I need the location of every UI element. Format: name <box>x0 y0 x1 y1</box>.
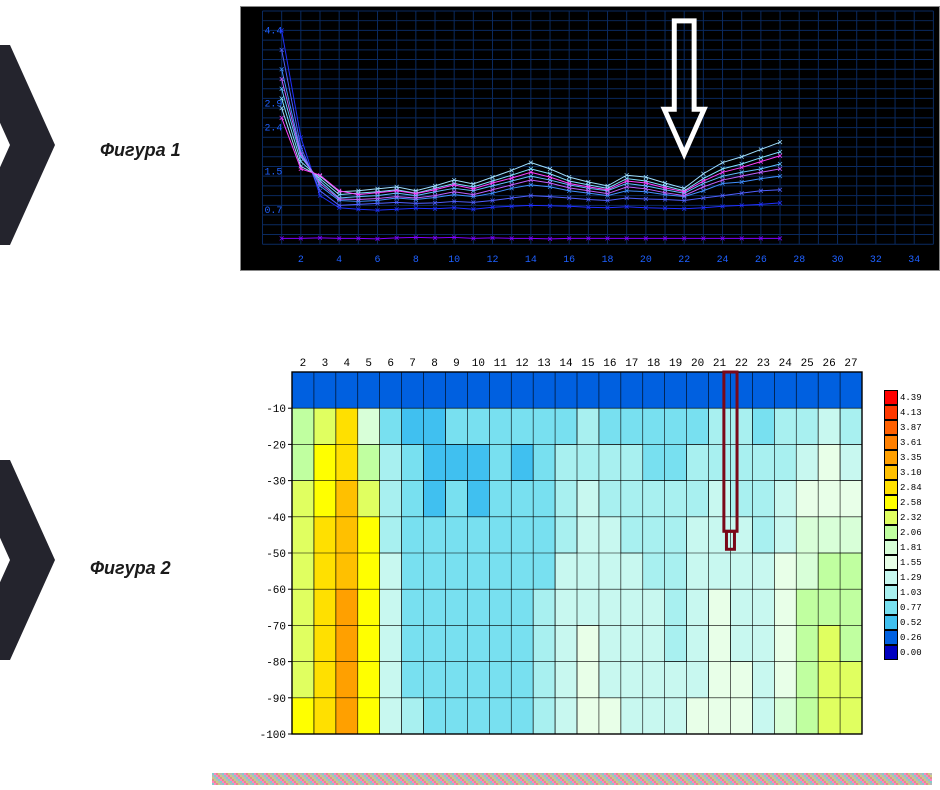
svg-text:2: 2 <box>300 358 307 370</box>
svg-text:8: 8 <box>431 358 438 370</box>
svg-text:4: 4 <box>336 254 342 265</box>
pointer-shape-2 <box>0 460 55 660</box>
svg-text:14: 14 <box>525 254 537 265</box>
chart-2-heatmap: 2345678910111213141516171819202122232425… <box>248 350 868 740</box>
svg-text:32: 32 <box>870 254 882 265</box>
svg-text:10: 10 <box>472 358 485 370</box>
pointer-shape-1 <box>0 45 55 245</box>
svg-text:8: 8 <box>413 254 419 265</box>
svg-text:24: 24 <box>717 254 729 265</box>
svg-text:7: 7 <box>409 358 416 370</box>
svg-text:10: 10 <box>448 254 460 265</box>
svg-text:-30: -30 <box>266 477 286 489</box>
svg-text:-10: -10 <box>266 404 286 416</box>
figure-2-label: Фигура 2 <box>90 558 171 579</box>
svg-text:14: 14 <box>559 358 573 370</box>
svg-text:27: 27 <box>844 358 857 370</box>
svg-text:4.4: 4.4 <box>264 25 282 36</box>
svg-text:2.4: 2.4 <box>264 123 282 134</box>
svg-text:13: 13 <box>538 358 551 370</box>
svg-text:26: 26 <box>755 254 767 265</box>
chart-2-colorbar: 4.394.133.873.613.353.102.842.582.322.06… <box>884 390 928 660</box>
svg-text:34: 34 <box>908 254 920 265</box>
svg-text:2: 2 <box>298 254 304 265</box>
svg-text:4: 4 <box>344 358 351 370</box>
svg-text:15: 15 <box>581 358 594 370</box>
svg-text:25: 25 <box>801 358 814 370</box>
noise-strip <box>212 772 932 784</box>
svg-text:-60: -60 <box>266 585 286 597</box>
svg-text:9: 9 <box>453 358 460 370</box>
svg-text:24: 24 <box>779 358 793 370</box>
svg-text:12: 12 <box>516 358 529 370</box>
svg-text:18: 18 <box>647 358 660 370</box>
svg-text:6: 6 <box>375 254 381 265</box>
chart-1-line: 2468101214161820222426283032340.71.52.42… <box>240 6 940 271</box>
svg-text:5: 5 <box>365 358 372 370</box>
svg-text:-40: -40 <box>266 513 286 525</box>
svg-text:-20: -20 <box>266 440 286 452</box>
svg-text:-70: -70 <box>266 621 286 633</box>
svg-text:21: 21 <box>713 358 727 370</box>
svg-text:6: 6 <box>387 358 394 370</box>
svg-text:22: 22 <box>678 254 690 265</box>
svg-text:-100: -100 <box>260 730 286 740</box>
svg-text:17: 17 <box>625 358 638 370</box>
svg-text:-90: -90 <box>266 694 286 706</box>
svg-text:12: 12 <box>487 254 499 265</box>
svg-text:2.9: 2.9 <box>264 98 282 109</box>
svg-text:23: 23 <box>757 358 770 370</box>
svg-text:11: 11 <box>494 358 508 370</box>
svg-text:16: 16 <box>563 254 575 265</box>
svg-text:3: 3 <box>322 358 329 370</box>
svg-text:19: 19 <box>669 358 682 370</box>
svg-text:30: 30 <box>832 254 844 265</box>
svg-text:20: 20 <box>640 254 652 265</box>
figure-1-label: Фигура 1 <box>100 140 181 161</box>
svg-text:16: 16 <box>603 358 616 370</box>
svg-text:1.5: 1.5 <box>264 166 282 177</box>
svg-text:-50: -50 <box>266 549 286 561</box>
svg-text:20: 20 <box>691 358 704 370</box>
svg-text:26: 26 <box>823 358 836 370</box>
svg-text:0.7: 0.7 <box>264 205 282 216</box>
svg-text:-80: -80 <box>266 658 286 670</box>
svg-text:28: 28 <box>793 254 805 265</box>
svg-text:18: 18 <box>602 254 614 265</box>
svg-text:22: 22 <box>735 358 748 370</box>
